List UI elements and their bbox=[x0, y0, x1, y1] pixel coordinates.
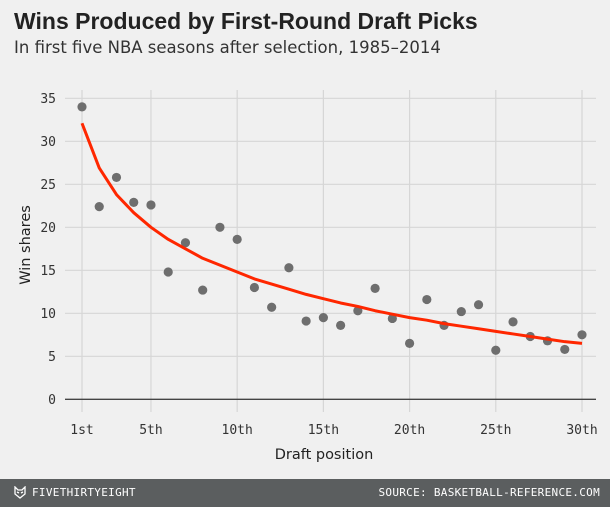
data-point bbox=[284, 263, 294, 273]
data-point bbox=[491, 345, 501, 355]
source-note: SOURCE: BASKETBALL-REFERENCE.COM bbox=[378, 486, 600, 499]
y-tick-labels: 0 5 10 15 20 25 30 35 bbox=[40, 92, 56, 408]
x-tick-labels: 1st 5th 10th 15th 20th 25th 30th bbox=[70, 423, 597, 438]
y-axis-label: Win shares bbox=[18, 205, 34, 285]
data-point bbox=[404, 338, 415, 348]
fox-icon bbox=[14, 486, 26, 499]
data-point bbox=[508, 317, 518, 327]
data-point bbox=[301, 316, 311, 326]
data-point bbox=[232, 234, 242, 244]
footer-bar: FIVETHIRTYEIGHT SOURCE: BASKETBALL-REFER… bbox=[0, 479, 610, 507]
y-tick-label: 35 bbox=[40, 92, 56, 107]
data-point bbox=[77, 102, 87, 112]
data-point bbox=[370, 283, 380, 293]
brand: FIVETHIRTYEIGHT bbox=[14, 486, 136, 499]
y-tick-label: 15 bbox=[40, 264, 56, 279]
gridlines bbox=[65, 90, 596, 412]
data-point bbox=[422, 294, 432, 305]
chart-subtitle: In first five NBA seasons after selectio… bbox=[14, 38, 441, 57]
data-point bbox=[249, 282, 260, 293]
x-tick-label: 1st bbox=[70, 423, 93, 438]
x-tick-label: 25th bbox=[480, 423, 511, 438]
x-tick-label: 20th bbox=[394, 423, 425, 438]
data-point bbox=[267, 302, 277, 312]
y-tick-label: 5 bbox=[48, 350, 56, 365]
data-point bbox=[198, 285, 208, 295]
data-point bbox=[111, 172, 122, 183]
data-point bbox=[215, 222, 225, 232]
x-tick-label: 15th bbox=[308, 423, 339, 438]
y-tick-label: 25 bbox=[40, 178, 56, 193]
y-tick-label: 20 bbox=[40, 221, 56, 236]
data-point bbox=[560, 344, 570, 355]
data-point bbox=[318, 313, 328, 323]
data-point bbox=[387, 313, 397, 324]
x-tick-label: 5th bbox=[139, 423, 162, 438]
data-point bbox=[129, 197, 139, 207]
data-point bbox=[577, 330, 587, 340]
data-point bbox=[180, 238, 191, 248]
trend-line bbox=[80, 122, 583, 345]
brand-name: FIVETHIRTYEIGHT bbox=[32, 486, 136, 499]
x-axis-label: Draft position bbox=[275, 447, 374, 463]
y-tick-label: 10 bbox=[40, 307, 56, 322]
data-point bbox=[456, 306, 466, 317]
data-point bbox=[473, 300, 484, 310]
x-tick-label: 10th bbox=[222, 423, 253, 438]
chart-title: Wins Produced by First-Round Draft Picks bbox=[14, 8, 478, 34]
data-point bbox=[163, 267, 173, 277]
data-point bbox=[94, 202, 104, 212]
data-points bbox=[77, 102, 587, 355]
data-point bbox=[336, 320, 346, 330]
y-tick-label: 30 bbox=[40, 135, 56, 150]
y-tick-label: 0 bbox=[48, 393, 56, 408]
data-point bbox=[146, 200, 156, 210]
x-tick-label: 30th bbox=[566, 423, 597, 438]
